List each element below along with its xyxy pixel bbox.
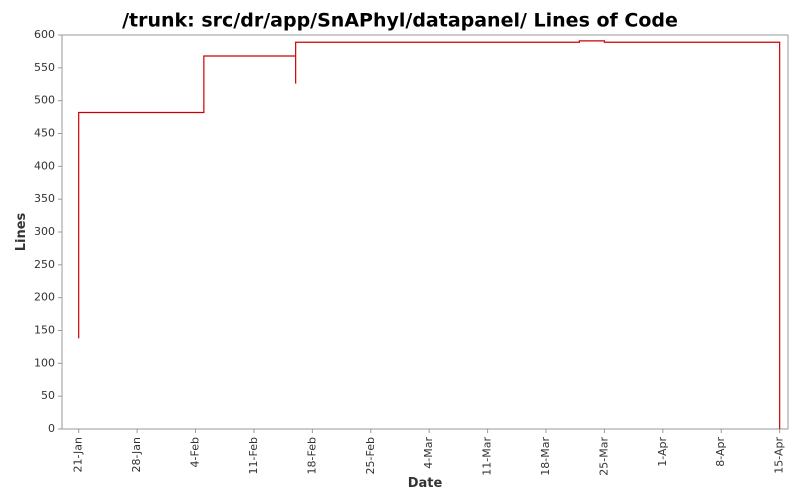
y-tick-label: 300 [34, 225, 55, 238]
y-tick-label: 100 [34, 356, 55, 369]
y-tick-label: 150 [34, 324, 55, 337]
x-axis-title: Date [408, 476, 443, 491]
y-tick-label: 500 [34, 94, 55, 107]
series-line [78, 40, 781, 429]
x-tick-label: 25-Feb [364, 437, 377, 474]
y-tick-label: 250 [34, 258, 55, 271]
y-tick-label: 50 [41, 389, 55, 402]
x-tick-label: 18-Feb [305, 437, 318, 474]
y-tick-label: 350 [34, 192, 55, 205]
x-tick-label: 1-Apr [656, 437, 669, 467]
x-tick-label: 18-Mar [539, 437, 552, 476]
y-tick-label: 550 [34, 61, 55, 74]
x-tick-label: 21-Jan [72, 437, 85, 473]
x-tick-label: 11-Feb [247, 437, 260, 474]
x-tick-label: 11-Mar [481, 437, 494, 476]
x-tick-label: 25-Mar [597, 437, 610, 476]
x-tick-label: 4-Feb [189, 437, 202, 467]
x-tick-label: 28-Jan [130, 437, 143, 473]
x-tick-label: 8-Apr [714, 437, 727, 467]
y-tick-label: 200 [34, 291, 55, 304]
x-tick-label: 15-Apr [773, 437, 786, 474]
y-tick-label: 0 [48, 422, 55, 435]
y-tick-label: 450 [34, 127, 55, 140]
y-tick-label: 600 [34, 28, 55, 41]
chart-title: /trunk: src/dr/app/SnAPhyl/datapanel/ Li… [122, 10, 678, 32]
y-tick-label: 400 [34, 159, 55, 172]
plot-area [61, 34, 789, 430]
x-tick-label: 4-Mar [422, 437, 435, 469]
y-axis-title: Lines [14, 212, 29, 251]
